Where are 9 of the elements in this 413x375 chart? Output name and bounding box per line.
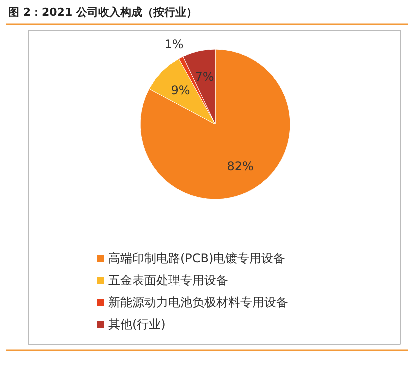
data-label: 82% xyxy=(227,159,254,174)
legend-label: 其他(行业) xyxy=(108,318,166,332)
legend-label: 新能源动力电池负极材料专用设备 xyxy=(108,296,288,310)
data-label: 1% xyxy=(164,38,184,52)
data-label: 7% xyxy=(195,70,214,84)
data-label: 9% xyxy=(171,83,190,98)
legend-label: 五金表面处理专用设备 xyxy=(108,274,228,288)
chart-title: 图 2：2021 公司收入构成（按行业） xyxy=(8,6,198,19)
legend-label: 高端印制电路(PCB)电镀专用设备 xyxy=(108,252,286,266)
